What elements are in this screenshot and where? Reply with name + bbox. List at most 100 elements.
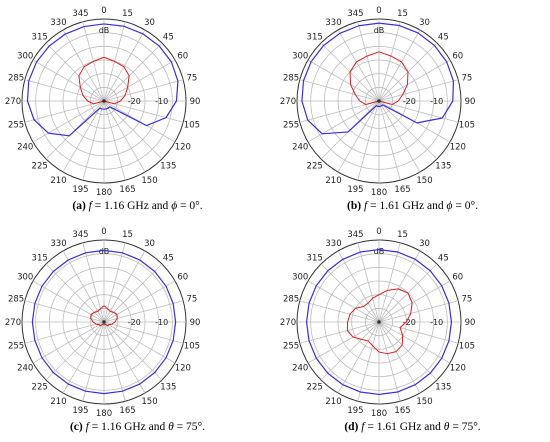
polar-spoke [103,321,126,402]
caption-frequency: 1.16 [101,421,122,433]
polar-spoke [357,321,380,402]
angle-tick-label: 15 [397,230,408,240]
polar-spoke [307,100,380,143]
radial-tick-label: -20 [403,318,416,327]
caption-frequency: 1.16 [104,200,125,212]
angle-tick-label: 135 [160,161,176,171]
angle-tick-label: 285 [283,294,299,304]
angle-tick-label: 330 [50,18,66,28]
angle-tick-label: 45 [438,254,449,264]
radial-unit-label: dB [99,247,110,256]
angle-tick-label: 195 [347,406,363,416]
series-crosspol-curve [346,288,413,355]
polar-spoke [103,263,163,323]
polar-center-dot [102,320,106,324]
angle-tick-label: 0 [376,227,381,237]
angle-tick-label: 315 [307,254,323,264]
angle-tick-label: 90 [190,318,201,328]
caption-a: (a) f = 1.16 GHz and ϕ = 0°. [72,200,203,212]
polar-spoke [307,59,380,102]
series-copol-curve [305,248,453,396]
radial-unit-label: dB [374,247,385,256]
caption-angle-value: 75° [461,421,478,433]
radial-tick-label: -20 [128,318,141,327]
polar-spoke [103,29,146,102]
angle-tick-label: 45 [438,33,449,43]
polar-spoke [103,100,146,173]
angle-tick-label: 105 [459,121,475,131]
angle-tick-label: 105 [184,121,200,131]
series-copol-curve [31,249,177,395]
radial-tick-label: -20 [403,97,416,106]
radial-tick-label: -20 [128,97,141,106]
angle-tick-label: 0 [101,227,106,237]
angle-tick-label: 345 [347,230,363,240]
polar-spoke [24,100,105,123]
angle-tick-label: 90 [465,97,476,107]
polar-spoke [82,321,105,402]
caption-angle-symbol: ϕ [171,200,178,212]
polar-spoke [357,242,380,323]
angle-tick-label: 105 [184,342,200,352]
polar-spoke [45,321,105,381]
angle-tick-label: 195 [347,185,363,195]
radial-tick-label: -10 [155,318,168,327]
angle-tick-label: 195 [72,406,88,416]
polar-spoke [32,280,105,323]
polar-spoke [103,42,163,102]
angle-tick-label: 270 [5,97,21,107]
angle-tick-label: 270 [280,318,296,328]
angle-tick-label: 285 [8,73,24,83]
polar-spoke [378,79,459,102]
angle-tick-label: 240 [17,364,33,374]
polar-spoke [320,321,380,381]
polar-spoke [378,100,401,181]
polar-spoke [32,100,105,143]
polar-spoke [378,100,438,160]
angle-tick-label: 120 [450,364,466,374]
angle-tick-label: 45 [163,254,174,264]
polar-spoke [378,321,459,344]
angle-tick-label: 285 [8,294,24,304]
polar-spoke [337,100,380,173]
polar-spoke [337,250,380,323]
caption-d: (d) f = 1.61 GHz and θ = 75°. [344,421,481,433]
angle-tick-label: 135 [435,161,451,171]
angle-tick-label: 210 [50,397,66,407]
caption-angle-symbol: ϕ [446,200,453,212]
polar-spoke [62,321,105,394]
polar-spoke [32,321,105,364]
angle-tick-label: 240 [292,143,308,153]
polar-spoke [357,100,380,181]
polar-spoke [378,59,451,102]
angle-tick-label: 225 [32,382,48,392]
angle-tick-label: 150 [141,397,157,407]
angle-tick-label: 150 [416,397,432,407]
angle-tick-label: 330 [325,239,341,249]
caption-tag: (d) [344,421,359,433]
polar-spoke [337,321,380,394]
angle-tick-label: 270 [280,97,296,107]
angle-tick-label: 180 [371,188,387,198]
polar-spoke [299,79,380,102]
angle-tick-label: 300 [17,52,33,62]
radial-tick-label: -10 [430,97,443,106]
angle-tick-label: 315 [32,254,48,264]
angle-tick-label: 255 [8,121,24,131]
angle-tick-label: 30 [419,239,430,249]
caption-angle-value: 0° [189,200,200,212]
angle-tick-label: 30 [419,18,430,28]
angle-tick-label: 225 [32,161,48,171]
radial-unit-label: dB [374,26,385,35]
angle-tick-label: 75 [461,73,472,83]
angle-tick-label: 45 [163,33,174,43]
angle-tick-label: 90 [465,318,476,328]
polar-spoke [378,100,421,173]
caption-frequency: 1.61 [379,200,400,212]
polar-spoke [103,321,176,364]
angle-tick-label: 15 [122,230,133,240]
polar-spoke [82,100,105,181]
